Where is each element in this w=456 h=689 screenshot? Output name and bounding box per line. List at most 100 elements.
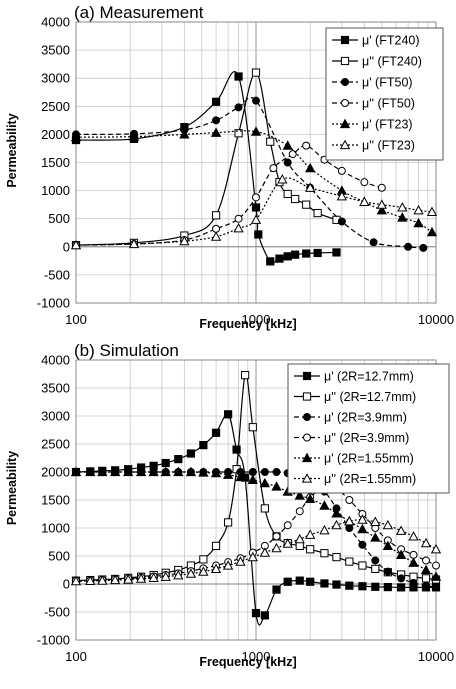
data-point (211, 541, 221, 551)
y-tick-label: 1500 (41, 155, 70, 170)
legend-marker (341, 99, 349, 107)
y-tick-label: 3000 (41, 71, 70, 86)
data-point (426, 226, 438, 237)
data-point (272, 468, 281, 476)
data-point (259, 477, 271, 488)
data-point (234, 214, 243, 223)
data-point (277, 174, 288, 184)
data-point (370, 532, 381, 542)
data-point (382, 519, 393, 530)
data-point (135, 573, 147, 583)
legend-entry-label: μ' (FT240) (362, 34, 420, 48)
y-tick-label: 3500 (41, 381, 70, 396)
data-point (266, 257, 275, 266)
data-point (185, 466, 197, 477)
data-point (302, 200, 311, 209)
data-point (291, 194, 300, 204)
series-0 (71, 71, 341, 266)
data-point (358, 540, 367, 549)
data-point (266, 137, 275, 146)
data-point (259, 547, 271, 557)
data-point (160, 571, 171, 581)
data-point (397, 574, 406, 583)
data-point (358, 582, 367, 591)
data-point (422, 581, 431, 590)
data-point (422, 556, 431, 565)
data-point (420, 564, 432, 575)
data-point (377, 183, 386, 192)
data-point (370, 516, 381, 526)
data-point (148, 572, 159, 582)
legend-entry-label: μ' (FT50) (362, 76, 413, 90)
data-point (234, 103, 243, 112)
x-tick-label: 100 (65, 312, 87, 327)
data-point (371, 582, 380, 591)
data-point (382, 540, 393, 551)
data-point (186, 449, 196, 458)
data-point (233, 222, 244, 233)
legend-box (325, 27, 444, 161)
data-point (345, 581, 354, 590)
y-tick-label: 1500 (41, 493, 70, 508)
data-point (251, 68, 261, 77)
legend-entry-label: μ'' (2R=1.55mm) (324, 472, 416, 486)
data-point (359, 196, 370, 206)
data-point (371, 556, 380, 565)
data-point (211, 428, 221, 437)
legend-marker (301, 473, 313, 483)
data-point (272, 532, 281, 541)
series-1 (71, 68, 341, 250)
y-tick-label: 0 (63, 239, 70, 254)
data-point (302, 141, 311, 150)
data-point (174, 455, 183, 464)
x-tick-label: 100 (65, 649, 87, 664)
y-axis-title: Permeability (5, 451, 19, 525)
data-point (282, 140, 293, 150)
plot-frame (75, 21, 437, 304)
data-point (294, 490, 305, 500)
data-point (332, 248, 341, 257)
data-point (70, 575, 82, 586)
data-point (305, 182, 316, 192)
data-point (305, 529, 316, 539)
y-tick-label: 4000 (41, 353, 70, 368)
data-point (251, 203, 261, 212)
data-point (198, 467, 209, 477)
x-tick-label: 10000 (418, 312, 454, 327)
data-point (320, 549, 329, 558)
data-point (173, 466, 184, 477)
data-point (272, 585, 281, 594)
x-tick-label: 10000 (418, 649, 454, 664)
legend-entry-label: μ' (2R=1.55mm) (324, 452, 414, 466)
data-point (260, 611, 269, 620)
y-tick-label: 500 (48, 549, 70, 564)
data-point (383, 567, 392, 576)
data-point (345, 524, 354, 532)
y-tick-label: 500 (48, 211, 70, 226)
legend-entry-label: μ'' (FT23) (362, 139, 415, 153)
data-point (413, 204, 424, 215)
data-point (421, 574, 431, 583)
x-axis-title: Frequency [kHz] (199, 317, 296, 331)
data-point (358, 561, 367, 570)
data-point (430, 571, 442, 581)
y-tick-label: 2000 (41, 465, 70, 480)
data-point (148, 466, 159, 477)
data-point (252, 193, 260, 202)
data-point (185, 568, 197, 578)
data-point (123, 574, 134, 584)
data-point (409, 550, 418, 559)
data-point (179, 129, 190, 139)
data-point (306, 577, 315, 586)
data-point (294, 533, 305, 544)
data-point (376, 199, 387, 209)
data-point (283, 577, 292, 586)
data-point (404, 242, 413, 251)
data-point (234, 72, 243, 81)
y-axis-title: Permeability (5, 113, 19, 187)
data-point (110, 574, 121, 585)
legend-marker (301, 452, 313, 463)
legend-entry-label: μ' (2R=12.7mm) (324, 370, 414, 384)
data-point (250, 126, 262, 136)
